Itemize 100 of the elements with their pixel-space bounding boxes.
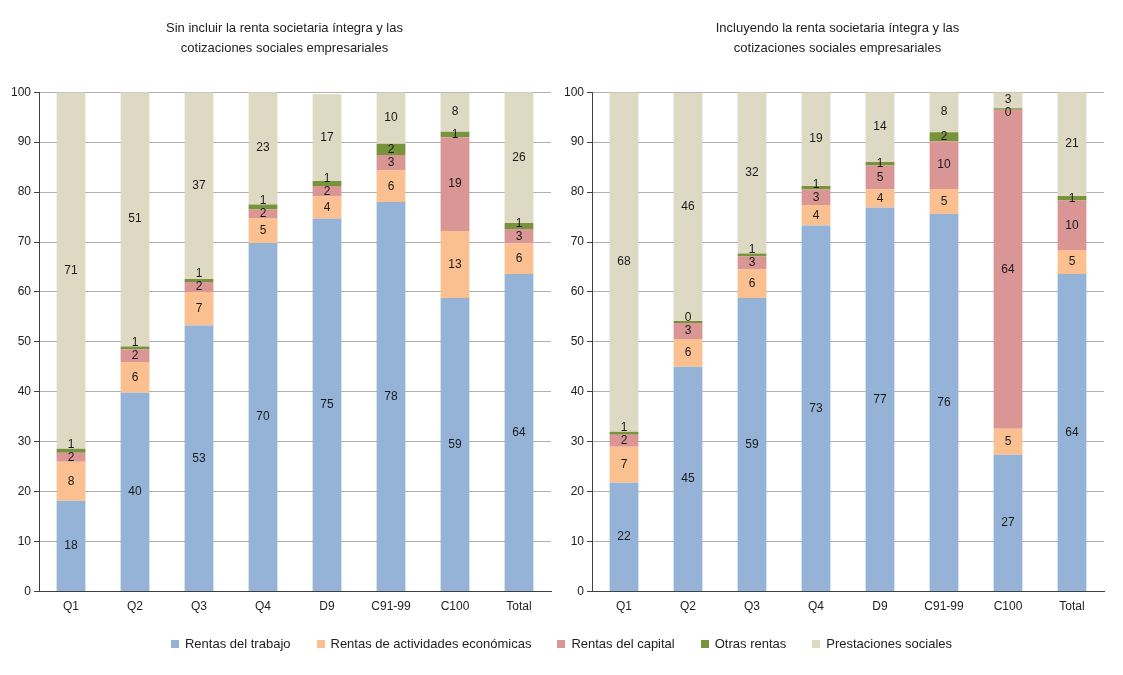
y-tick-label: 40 (570, 384, 585, 399)
data-label: 1 (323, 170, 331, 185)
bar (56, 500, 86, 592)
y-tick-label: 30 (570, 434, 585, 449)
bar (504, 229, 534, 244)
bar (1057, 200, 1087, 251)
bar (440, 137, 470, 232)
data-label: 4 (812, 207, 820, 222)
x-tick-label: C100 (440, 599, 470, 614)
bar (801, 225, 831, 592)
data-label: 8 (451, 104, 459, 119)
bar (993, 454, 1023, 592)
data-label: 5 (259, 222, 267, 237)
data-label: 2 (940, 128, 948, 143)
bar (376, 170, 406, 203)
data-label: 6 (748, 276, 756, 291)
data-label: 2 (131, 347, 139, 362)
bar (929, 189, 959, 215)
data-label: 59 (448, 436, 462, 451)
data-label: 5 (876, 169, 884, 184)
y-tick-label: 40 (17, 384, 32, 399)
data-label: 10 (1065, 217, 1079, 232)
bar (248, 218, 278, 244)
data-label: 2 (620, 433, 628, 448)
legend-label: Rentas del capital (571, 636, 675, 651)
y-tick-label: 80 (17, 184, 32, 199)
data-label: 1 (131, 334, 139, 349)
data-label: 37 (192, 177, 207, 192)
data-label: 70 (256, 409, 271, 424)
bar (673, 338, 703, 367)
data-label: 23 (256, 140, 271, 155)
data-label: 3 (684, 323, 692, 338)
data-label: 64 (512, 424, 526, 439)
y-tick-label: 50 (570, 334, 585, 349)
data-label: 73 (809, 400, 824, 415)
y-tick-label: 60 (570, 284, 585, 299)
x-tick-label: D9 (872, 599, 888, 614)
bar (312, 196, 342, 219)
data-label: 1 (876, 156, 884, 171)
bar (929, 141, 959, 190)
data-label: 4 (876, 190, 884, 205)
x-tick-label: Q1 (616, 599, 633, 614)
data-label: 75 (320, 397, 334, 412)
data-label: 8 (940, 104, 948, 119)
bar (1057, 250, 1087, 274)
bar (737, 253, 767, 257)
y-tick-label: 20 (17, 484, 32, 499)
data-label: 40 (128, 484, 143, 499)
data-label: 17 (320, 129, 334, 144)
bar (376, 92, 406, 144)
bar (184, 278, 214, 282)
bar (56, 448, 86, 453)
data-label: 13 (448, 256, 462, 271)
data-label: 2 (259, 206, 267, 221)
bar (376, 155, 406, 171)
y-tick-label: 50 (17, 334, 32, 349)
bar (929, 214, 959, 592)
data-label: 2 (387, 141, 395, 156)
data-label: 59 (745, 436, 760, 451)
data-label: 76 (937, 394, 951, 409)
bar (376, 202, 406, 592)
data-label: 1 (515, 215, 523, 230)
bar (120, 346, 150, 350)
data-label: 64 (1001, 261, 1015, 276)
data-label: 0 (1004, 104, 1012, 119)
data-label: 6 (684, 345, 692, 360)
bar (865, 207, 895, 592)
legend-label: Otras rentas (714, 636, 787, 651)
legend-label: Rentas del trabajo (184, 636, 291, 651)
data-label: 2 (323, 183, 331, 198)
bar (184, 291, 214, 326)
bar (737, 297, 767, 592)
y-tick-label: 70 (570, 234, 585, 249)
bar (865, 189, 895, 208)
data-label: 4 (323, 199, 331, 214)
bar (609, 92, 639, 432)
x-tick-label: Q3 (744, 599, 761, 614)
y-tick-label: 20 (570, 484, 585, 499)
bar (248, 92, 278, 205)
data-label: 1 (195, 266, 203, 281)
data-label: 32 (745, 164, 760, 179)
data-label: 3 (387, 155, 395, 170)
y-tick-label: 90 (17, 134, 32, 149)
data-label: 14 (873, 119, 887, 134)
x-tick-label: C91-99 (924, 599, 965, 614)
legend-label: Rentas de actividades económicas (330, 636, 532, 651)
data-label: 26 (512, 149, 526, 164)
bar (56, 92, 86, 449)
x-tick-label: Q3 (191, 599, 208, 614)
bar (801, 205, 831, 226)
bar (504, 273, 534, 592)
bar (673, 366, 703, 592)
data-label: 53 (192, 450, 207, 465)
x-tick-label: Q2 (680, 599, 697, 614)
bar (248, 243, 278, 592)
bar (865, 165, 895, 190)
bar (184, 325, 214, 592)
data-label: 51 (128, 211, 143, 226)
y-tick-label: 90 (570, 134, 585, 149)
bar (312, 186, 342, 197)
